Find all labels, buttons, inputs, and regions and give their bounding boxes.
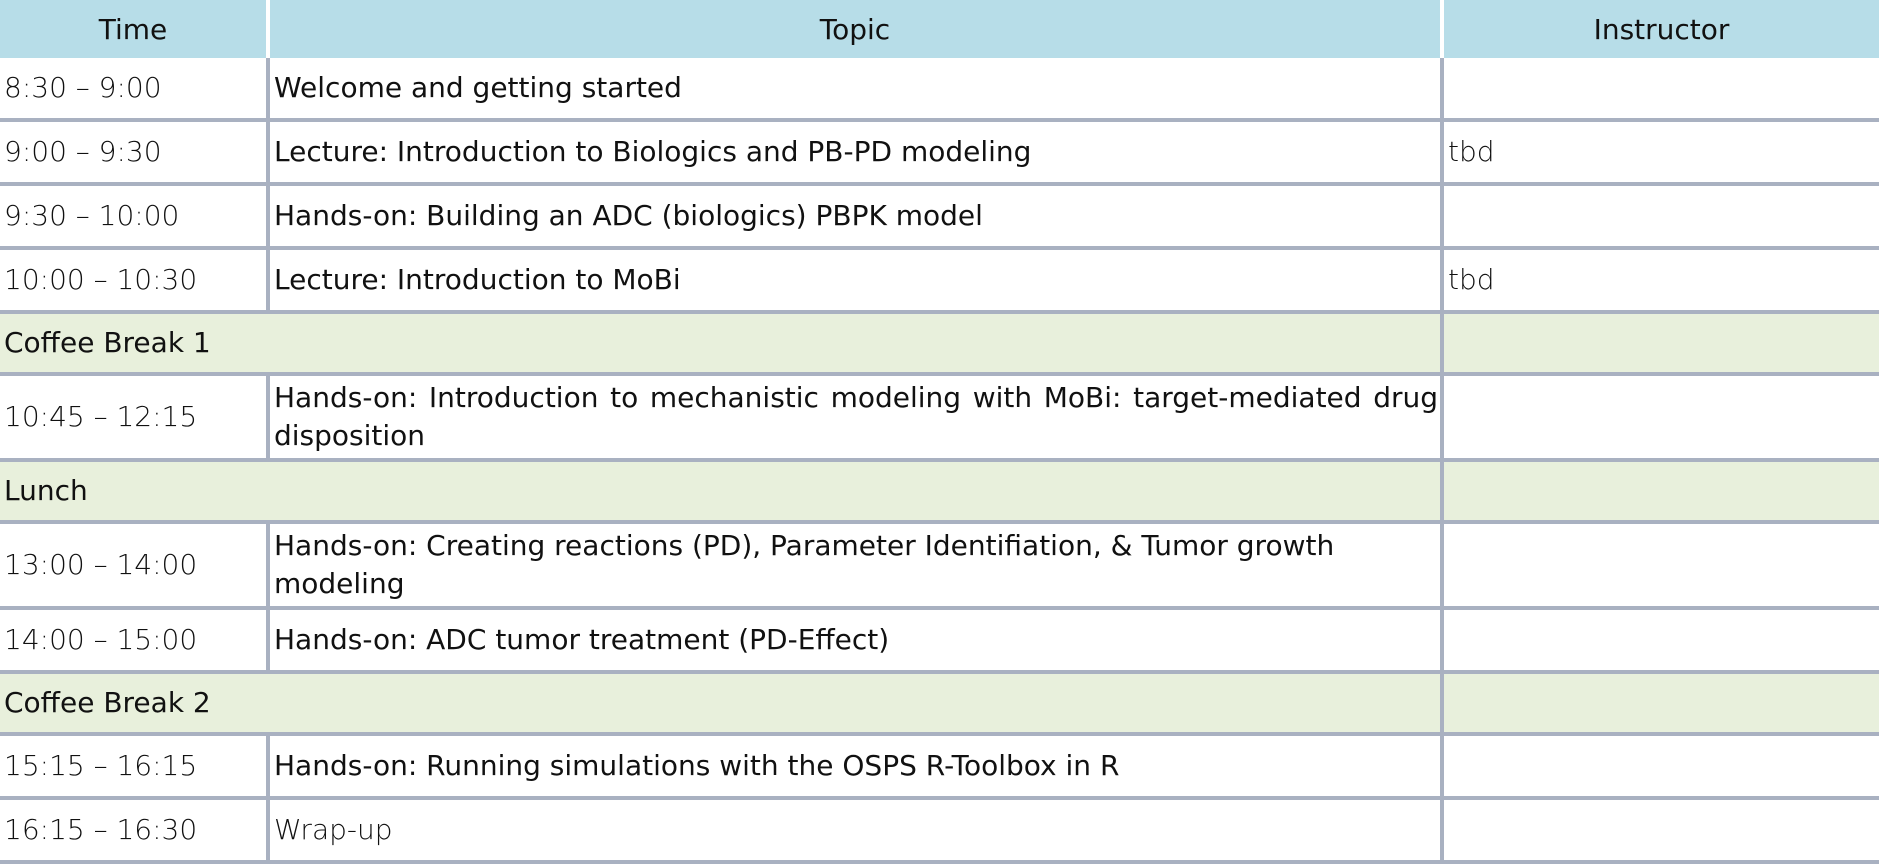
break-label: Coffee Break 2	[0, 672, 1444, 736]
header-row: Time Topic Instructor	[0, 0, 1879, 58]
instructor-cell	[1442, 522, 1879, 610]
topic-cell: Lecture: Introduction to MoBi	[268, 248, 1444, 314]
instructor-cell: tbd	[1442, 120, 1879, 186]
topic-cell: Hands-on: Introduction to mechanistic mo…	[268, 374, 1444, 462]
time-cell: 9:00 – 9:30	[0, 120, 270, 186]
header-time: Time	[0, 0, 270, 58]
topic-cell: Welcome and getting started	[268, 58, 1444, 122]
topic-cell: Hands-on: Building an ADC (biologics) PB…	[268, 184, 1444, 250]
instructor-cell	[1442, 184, 1879, 250]
time-cell: 10:45 – 12:15	[0, 374, 270, 462]
table-row: 9:30 – 10:00 Hands-on: Building an ADC (…	[0, 184, 1879, 250]
break-row: Lunch	[0, 460, 1879, 524]
table-row: 16:15 – 16:30 Wrap-up	[0, 798, 1879, 864]
instructor-cell	[1442, 734, 1879, 800]
table-row: 9:00 – 9:30 Lecture: Introduction to Bio…	[0, 120, 1879, 186]
time-cell: 16:15 – 16:30	[0, 798, 270, 864]
table-row: 8:30 – 9:00 Welcome and getting started	[0, 58, 1879, 122]
table-row: 13:00 – 14:00 Hands-on: Creating reactio…	[0, 522, 1879, 610]
instructor-cell	[1442, 798, 1879, 864]
table-row: 15:15 – 16:15 Hands-on: Running simulati…	[0, 734, 1879, 800]
instructor-cell	[1442, 608, 1879, 674]
topic-cell: Hands-on: ADC tumor treatment (PD-Effect…	[268, 608, 1444, 674]
table-row: 14:00 – 15:00 Hands-on: ADC tumor treatm…	[0, 608, 1879, 674]
header-instructor: Instructor	[1442, 0, 1879, 58]
instructor-cell	[1442, 58, 1879, 122]
topic-text: Hands-on: Introduction to mechanistic mo…	[274, 381, 1438, 452]
instructor-cell: tbd	[1442, 248, 1879, 314]
instructor-cell	[1442, 374, 1879, 462]
break-row: Coffee Break 1	[0, 312, 1879, 376]
topic-cell: Lecture: Introduction to Biologics and P…	[268, 120, 1444, 186]
time-cell: 9:30 – 10:00	[0, 184, 270, 250]
break-label: Lunch	[0, 460, 1444, 524]
break-label: Coffee Break 1	[0, 312, 1444, 376]
header-topic: Topic	[268, 0, 1444, 58]
topic-cell: Hands-on: Creating reactions (PD), Param…	[268, 522, 1444, 610]
break-row: Coffee Break 2	[0, 672, 1879, 736]
instructor-cell	[1442, 672, 1879, 736]
time-cell: 10:00 – 10:30	[0, 248, 270, 314]
time-cell: 15:15 – 16:15	[0, 734, 270, 800]
instructor-cell	[1442, 460, 1879, 524]
instructor-cell	[1442, 312, 1879, 376]
time-cell: 13:00 – 14:00	[0, 522, 270, 610]
time-cell: 8:30 – 9:00	[0, 58, 270, 122]
table-row: 10:45 – 12:15 Hands-on: Introduction to …	[0, 374, 1879, 462]
topic-cell: Wrap-up	[268, 798, 1444, 864]
time-cell: 14:00 – 15:00	[0, 608, 270, 674]
table-row: 10:00 – 10:30 Lecture: Introduction to M…	[0, 248, 1879, 314]
topic-cell: Hands-on: Running simulations with the O…	[268, 734, 1444, 800]
